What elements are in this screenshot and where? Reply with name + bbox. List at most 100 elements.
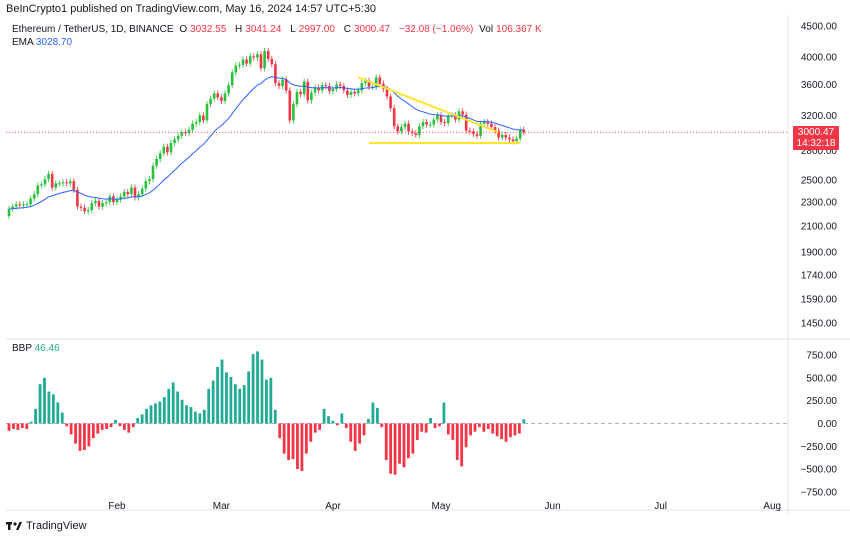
bbp-bar [509, 423, 512, 438]
bbp-bar [114, 419, 117, 424]
time-axis-tick: Jun [545, 501, 561, 512]
change-value: −32.08 (−1.06%) [398, 24, 474, 35]
price-axis-tick: 2500.00 [801, 176, 838, 187]
candle-body [468, 130, 472, 132]
candle-body [277, 83, 281, 86]
bbp-bar [109, 423, 113, 428]
time-axis-tick: Apr [325, 501, 341, 512]
bbp-bar [358, 423, 361, 444]
bbp-bar [282, 423, 286, 454]
candle-body [97, 200, 101, 207]
candle-body [220, 97, 223, 102]
price-axis-tick: 3200.00 [801, 111, 838, 122]
descending-trendline [357, 76, 499, 134]
candle-body [428, 124, 432, 126]
bbp-bar [25, 423, 29, 429]
bbp-bar [433, 423, 437, 429]
bbp-bar [327, 416, 330, 424]
bbp-bar [446, 423, 450, 435]
ohlc-legend: Ethereum / TetherUS, 1D, BINANCE O 3032.5… [12, 24, 548, 35]
bbp-bar [473, 423, 477, 432]
bbp-bar [162, 397, 166, 424]
bbp-bar [7, 423, 11, 431]
ema-legend[interactable]: EMA 3028.70 [12, 37, 72, 48]
bbp-bar [96, 423, 100, 434]
candle-body [58, 183, 61, 185]
bbp-legend[interactable]: BBP 46.46 [12, 343, 60, 354]
candle-body [349, 91, 353, 95]
candle-body [169, 143, 173, 153]
symbol-title[interactable]: Ethereum / TetherUS, 1D, BINANCE [12, 24, 174, 35]
price-axis-tick: 3600.00 [801, 80, 838, 91]
candle-body [306, 81, 310, 101]
candle-body [281, 79, 284, 86]
bbp-bar [91, 423, 95, 439]
bbp-label: BBP [12, 343, 32, 354]
candle-body [241, 59, 245, 65]
candle-body [328, 85, 331, 92]
candle-body [166, 146, 169, 153]
bbp-bar [287, 423, 290, 461]
bbp-bar [344, 423, 348, 429]
brand-name: TradingView [26, 520, 87, 532]
bbp-bar [322, 408, 326, 424]
candle-body [7, 208, 11, 217]
low-label: L 2997.00 [290, 24, 335, 35]
bbp-bar [384, 423, 388, 461]
bbp-bar [451, 423, 455, 440]
candle-body [194, 122, 198, 124]
candle-body [180, 132, 184, 136]
bbp-axis-tick: 0.00 [818, 419, 838, 430]
candle-body [119, 196, 122, 200]
candle-body [158, 153, 162, 159]
bbp-bar [460, 423, 464, 467]
bbp-bar [309, 423, 313, 442]
bbp-bar [349, 423, 353, 442]
price-axis-tick: 1900.00 [801, 248, 838, 259]
candle-body [133, 187, 137, 198]
candle-body [50, 173, 54, 188]
candle-body [443, 122, 446, 124]
bbp-bar [51, 394, 55, 424]
bbp-bar [362, 423, 366, 436]
candle-body [36, 185, 40, 195]
bbp-bar [504, 423, 508, 442]
bbp-bar [273, 409, 277, 424]
bbp-bar [12, 423, 15, 429]
time-axis-tick: May [432, 501, 451, 512]
bbp-axis-tick: 500.00 [806, 373, 837, 384]
bbp-bar [291, 423, 295, 460]
tradingview-footer[interactable]: TradingView [6, 520, 87, 532]
candle-body [493, 127, 497, 131]
candle-body [511, 139, 515, 142]
candle-body [238, 64, 241, 66]
bbp-bar [74, 423, 77, 444]
candle-body [403, 123, 407, 128]
candle-body [76, 189, 79, 207]
bbp-bar [118, 423, 122, 427]
bbp-bar [500, 423, 504, 440]
candle-body [266, 51, 270, 59]
candle-body [162, 146, 166, 154]
candle-body [14, 204, 18, 207]
candle-body [61, 182, 65, 184]
candle-body [317, 87, 320, 91]
candle-body [508, 137, 511, 140]
candle-body [209, 98, 212, 105]
candle-body [490, 123, 493, 128]
publish-line: BeInCrypto1 published on TradingView.com… [6, 3, 377, 15]
price-axis-tick: 2800.00 [801, 146, 838, 157]
volume-value: 106.367 K [496, 24, 542, 35]
bbp-axis-tick: 750.00 [806, 351, 837, 362]
bbp-bar [415, 423, 419, 440]
price-axis-tick: 4000.00 [801, 52, 838, 63]
bbp-bar [167, 388, 171, 424]
bbp-bar [411, 423, 415, 454]
candle-body [461, 111, 464, 115]
price-axis-tick: 2100.00 [801, 221, 838, 232]
candle-body [104, 202, 108, 204]
price-axis-tick: 4500.00 [801, 22, 838, 33]
ema-value: 3028.70 [35, 37, 73, 48]
bbp-bar [20, 423, 24, 429]
